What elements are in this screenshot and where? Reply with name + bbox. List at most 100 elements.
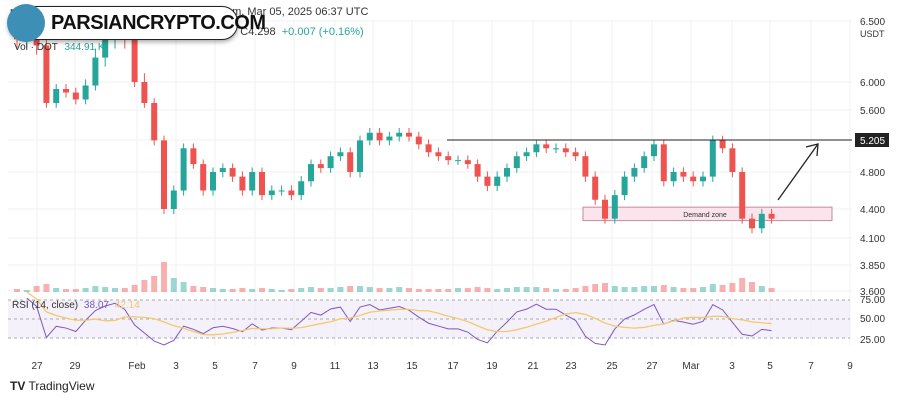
date-tick-label: 7 — [808, 361, 814, 372]
candle-body — [572, 152, 579, 157]
candle-body — [151, 103, 158, 141]
volume-bar — [249, 289, 256, 292]
volume-bar — [582, 286, 589, 292]
volume-bar — [161, 262, 167, 292]
volume-bar — [680, 288, 687, 292]
volume-bar — [758, 286, 765, 292]
candle-body — [357, 140, 363, 172]
volume-bar — [631, 287, 638, 292]
volume-bar — [474, 287, 481, 292]
candle-body — [406, 132, 412, 137]
price-tick-label: 4.400 — [860, 205, 885, 216]
candle-body — [249, 172, 256, 191]
candle-body — [435, 152, 442, 157]
volume-bar — [327, 288, 334, 292]
date-tick-label: 15 — [406, 361, 418, 372]
candle-body — [700, 176, 706, 182]
candle-body — [63, 89, 69, 93]
date-tick-label: 5 — [212, 361, 218, 372]
volume-bar — [53, 288, 60, 292]
candle-body — [602, 199, 608, 219]
tradingview-logo-icon: TV — [10, 379, 26, 393]
date-tick-label: 27 — [646, 361, 658, 372]
volume-bar — [210, 288, 216, 292]
candle-body — [768, 213, 775, 219]
volume-bar — [455, 288, 461, 292]
candle-body — [758, 213, 765, 229]
candle-body — [92, 57, 99, 86]
volume-bar — [102, 287, 109, 292]
candle-body — [513, 156, 520, 169]
candle-body — [53, 89, 60, 103]
date-tick-label: 25 — [606, 361, 618, 372]
volume-bar — [562, 289, 569, 292]
candle-body — [141, 82, 148, 103]
volume-bar — [200, 287, 207, 292]
date-tick-label: 5 — [767, 361, 773, 372]
volume-bar — [719, 285, 726, 292]
volume-bar — [170, 278, 177, 292]
volume-bar — [611, 286, 618, 292]
candle-body — [131, 39, 138, 82]
candle-body — [278, 190, 285, 192]
volume-bar — [190, 286, 197, 292]
tradingview-brand[interactable]: TV TradingView — [10, 379, 95, 393]
volume-bar — [749, 282, 755, 292]
volume-bar — [533, 287, 540, 292]
volume-bar — [33, 286, 40, 292]
rsi-label: RSI (14, close) — [12, 300, 79, 311]
candle-body — [494, 176, 501, 186]
volume-bar — [366, 287, 373, 292]
candle-body — [670, 172, 677, 182]
candle-body — [651, 144, 657, 157]
volume-bar — [494, 289, 501, 292]
volume-bar — [709, 284, 716, 292]
date-tick-label: 29 — [69, 361, 81, 372]
volume-bar — [543, 288, 550, 292]
candle-body — [376, 132, 383, 141]
candle-body — [445, 156, 452, 161]
candle-body — [82, 85, 89, 100]
volume-bar — [151, 276, 158, 292]
volume-legend: Vol · DOT 344.91 K — [14, 42, 105, 53]
volume-bar — [180, 282, 187, 292]
volume-bar — [131, 285, 138, 292]
volume-bar — [239, 288, 246, 292]
candle-body — [582, 156, 589, 177]
volume-bar — [141, 280, 148, 292]
volume-bar — [572, 288, 579, 292]
date-tick-label: Mar — [682, 361, 700, 372]
candle-body — [464, 160, 471, 165]
candle-body — [102, 39, 109, 58]
date-tick-label: 17 — [447, 361, 459, 372]
date-tick-label: 19 — [486, 361, 498, 372]
candle-body — [543, 144, 550, 149]
volume-bar — [357, 286, 363, 292]
candle-body — [484, 176, 491, 186]
volume-bar — [337, 287, 344, 292]
price-tick-label: 4.100 — [860, 234, 885, 245]
candle-body — [210, 172, 216, 191]
candle-body — [317, 164, 324, 169]
price-tick-label: 6.500 — [860, 17, 885, 28]
volume-bar — [219, 289, 226, 292]
volume-bar — [729, 283, 736, 292]
candle-body — [719, 140, 726, 149]
volume-bar — [63, 289, 69, 292]
volume-bar — [592, 284, 599, 292]
demand-zone-label: Demand zone — [683, 212, 727, 219]
volume-value: 344.91 K — [64, 42, 105, 53]
candle-body — [337, 152, 344, 157]
candle-body — [386, 136, 393, 141]
volume-bar — [23, 290, 30, 292]
rsi-ma-value: 42.14 — [114, 300, 140, 311]
date-tick-label: 21 — [527, 361, 539, 372]
candle-body — [327, 156, 334, 169]
candle-body — [425, 144, 432, 153]
volume-bar — [739, 278, 746, 292]
volume-bar — [445, 289, 452, 292]
candle-body — [553, 148, 559, 150]
candle-body — [366, 132, 373, 141]
date-tick-label: 9 — [291, 361, 297, 372]
